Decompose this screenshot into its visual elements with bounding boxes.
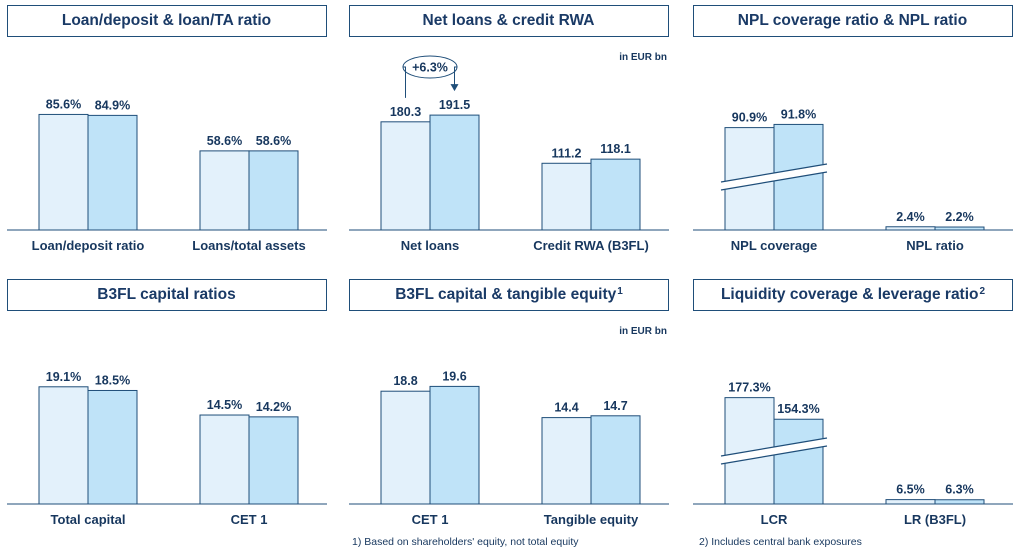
bar bbox=[248, 416, 299, 505]
data-label: 6.3% bbox=[945, 483, 974, 497]
growth-connector bbox=[454, 66, 457, 86]
bar bbox=[590, 158, 641, 231]
data-label: 14.4 bbox=[554, 401, 578, 415]
category-label: Loans/total assets bbox=[192, 238, 305, 253]
data-label: 14.2% bbox=[256, 400, 291, 414]
panel-title: B3FL capital & tangible equity 1 bbox=[349, 279, 669, 311]
category-label: NPL ratio bbox=[906, 238, 964, 253]
panel-title: Liquidity coverage & leverage ratio 2 bbox=[693, 279, 1013, 311]
panel-title-sup: 1 bbox=[617, 285, 623, 297]
bar bbox=[199, 150, 250, 231]
bar bbox=[38, 386, 89, 505]
footnote-2: 2) Includes central bank exposures bbox=[699, 536, 862, 548]
data-label: 154.3% bbox=[777, 402, 819, 416]
bar bbox=[590, 415, 641, 505]
bar bbox=[248, 150, 299, 231]
panel-liquidity: Liquidity coverage & leverage ratio 2 177… bbox=[693, 279, 1013, 527]
chart-liquidity: 177.3% 154.3% LCR 6.5% 6.3% LR (B3FL) bbox=[693, 381, 1013, 527]
axis-break-line bbox=[720, 445, 828, 465]
data-label: 18.5% bbox=[95, 373, 130, 387]
chart-net-loans: 180.3 191.5 Net loans 111.2 118.1 Credit RWA … bbox=[349, 55, 669, 253]
data-label: 18.8 bbox=[393, 374, 417, 388]
category-label: Net loans bbox=[401, 238, 460, 253]
bar bbox=[773, 418, 824, 505]
axis-break-gap bbox=[721, 164, 827, 190]
panel-title-text: Loan/deposit & loan/TA ratio bbox=[61, 12, 272, 29]
data-label: 177.3% bbox=[728, 381, 770, 395]
panel-loan-deposit: Loan/deposit & loan/TA ratio 85.6% 84.9% L… bbox=[7, 5, 327, 253]
data-label: 58.6% bbox=[207, 134, 242, 148]
chart-tangible-equity: 18.8 19.6 CET 1 14.4 14.7 Tangible equity bbox=[349, 369, 669, 527]
bar bbox=[87, 389, 138, 505]
bar bbox=[380, 121, 431, 231]
chart-b3fl-capital: 19.1% 18.5% Total capital 14.5% 14.2% CET 1 bbox=[7, 370, 327, 527]
data-label: 14.5% bbox=[207, 398, 242, 412]
category-label: CET 1 bbox=[412, 512, 449, 527]
data-label: 180.3 bbox=[390, 105, 421, 119]
data-label: 19.1% bbox=[46, 370, 81, 384]
panel-title-sup: 2 bbox=[979, 285, 986, 297]
data-label: 14.7 bbox=[603, 399, 627, 413]
category-label: Credit RWA (B3FL) bbox=[533, 238, 649, 253]
data-label: 191.5 bbox=[439, 98, 470, 112]
panel-title: Net loans & credit RWA bbox=[349, 5, 669, 37]
bar bbox=[541, 417, 592, 505]
panel-title: B3FL capital ratios bbox=[7, 279, 327, 311]
data-label: 91.8% bbox=[781, 107, 816, 121]
panel-title-text: B3FL capital & tangible equity bbox=[395, 286, 617, 303]
panel-b3fl-capital: B3FL capital ratios 19.1% 18.5% Total capi… bbox=[7, 279, 327, 527]
bar bbox=[87, 114, 138, 231]
category-label: Loan/deposit ratio bbox=[32, 238, 145, 253]
category-label: NPL coverage bbox=[731, 238, 817, 253]
growth-arrowhead bbox=[450, 84, 459, 92]
data-label: 2.2% bbox=[945, 210, 974, 224]
bar bbox=[885, 226, 936, 231]
category-label: LR (B3FL) bbox=[904, 512, 966, 527]
panel-title-text: NPL coverage ratio & NPL ratio bbox=[737, 12, 968, 29]
panel-npl: NPL coverage ratio & NPL ratio 90.9% 91.8… bbox=[693, 5, 1013, 253]
data-label: 85.6% bbox=[46, 97, 81, 111]
panel-title-text: Net loans & credit RWA bbox=[422, 12, 595, 29]
bar bbox=[934, 226, 985, 231]
bar bbox=[38, 113, 89, 231]
growth-label: +6.3% bbox=[412, 61, 448, 75]
category-label: CET 1 bbox=[231, 512, 268, 527]
chart-npl: 90.9% 91.8% NPL coverage 2.4% 2.2% NPL ratio bbox=[693, 107, 1013, 253]
panel-title-text: Liquidity coverage & leverage ratio bbox=[720, 286, 979, 303]
data-label: 84.9% bbox=[95, 98, 130, 112]
data-label: 58.6% bbox=[256, 134, 291, 148]
growth-connector bbox=[403, 66, 406, 98]
unit-label: in EUR bn bbox=[619, 326, 667, 337]
data-label: 6.5% bbox=[896, 483, 925, 497]
category-label: LCR bbox=[761, 512, 788, 527]
bar bbox=[885, 499, 936, 505]
axis-break-line bbox=[720, 171, 828, 191]
panel-title-text: B3FL capital ratios bbox=[97, 286, 236, 303]
footnote-1: 1) Based on shareholders' equity, not to… bbox=[352, 536, 579, 548]
unit-label: in EUR bn bbox=[619, 52, 667, 63]
data-label: 2.4% bbox=[896, 210, 925, 224]
panel-tangible-equity: B3FL capital & tangible equity 1 in EUR b… bbox=[349, 279, 669, 527]
bar bbox=[429, 114, 480, 231]
axis-break-line bbox=[720, 163, 828, 183]
bar bbox=[934, 499, 985, 505]
panel-net-loans: Net loans & credit RWA in EUR bn 180.3 19… bbox=[349, 5, 669, 253]
bar bbox=[199, 414, 250, 505]
data-label: 19.6 bbox=[442, 369, 466, 383]
category-label: Total capital bbox=[51, 512, 126, 527]
data-label: 118.1 bbox=[600, 142, 631, 156]
panel-title: NPL coverage ratio & NPL ratio bbox=[693, 5, 1013, 37]
bar bbox=[541, 162, 592, 231]
data-label: 111.2 bbox=[552, 146, 582, 160]
bar bbox=[429, 385, 480, 505]
axis-break-gap bbox=[721, 438, 827, 464]
panel-title: Loan/deposit & loan/TA ratio bbox=[7, 5, 327, 37]
data-label: 90.9% bbox=[732, 111, 767, 125]
bar bbox=[380, 390, 431, 505]
category-label: Tangible equity bbox=[544, 512, 639, 527]
chart-loan-deposit: 85.6% 84.9% Loan/deposit ratio 58.6% 58.6% Lo… bbox=[7, 97, 327, 253]
axis-break-line bbox=[720, 437, 828, 457]
